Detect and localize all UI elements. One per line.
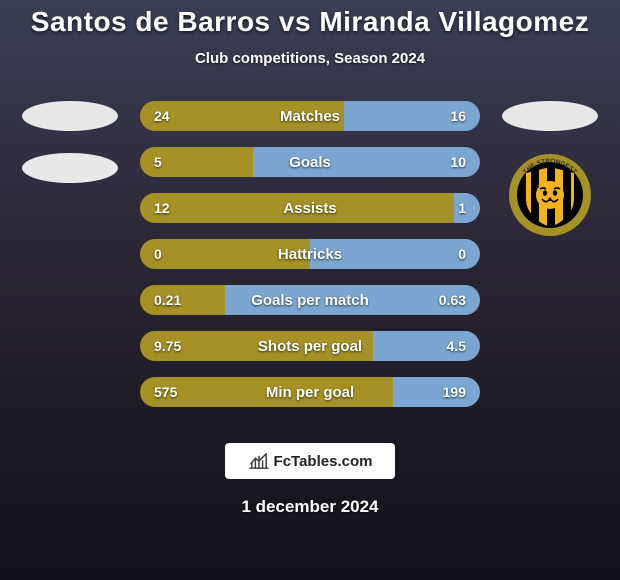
stat-bars: 2416Matches510Goals121Assists00Hattricks… [140,101,480,423]
stat-bar-left: 575 [140,377,393,407]
subtitle: Club competitions, Season 2024 [0,50,620,67]
fctables-brand-text: FcTables.com [274,453,373,470]
stat-bar-right: 0.63 [225,285,480,315]
stats-area: 2416Matches510Goals121Assists00Hattricks… [0,101,620,431]
stat-bar-left: 12 [140,193,454,223]
stat-value-right: 4.5 [447,338,466,354]
stat-bar-right: 0 [310,239,480,269]
stat-bar-right: 10 [253,147,480,177]
footer-date: 1 december 2024 [0,497,620,517]
stat-value-right: 16 [450,108,466,124]
avatar-column-right: THE STRONGEST [490,101,610,237]
stat-value-left: 0 [154,246,162,262]
stat-row: 0.210.63Goals per match [140,285,480,315]
stat-value-left: 12 [154,200,170,216]
stat-bar-left: 0.21 [140,285,225,315]
stat-bar-right: 16 [344,101,480,131]
stat-bar-left: 9.75 [140,331,373,361]
stat-bar-left: 5 [140,147,253,177]
stat-row: 575199Min per goal [140,377,480,407]
stat-bar-left: 0 [140,239,310,269]
stat-row: 510Goals [140,147,480,177]
stat-value-left: 5 [154,154,162,170]
stat-value-left: 24 [154,108,170,124]
stat-bar-right: 1 [454,193,480,223]
stat-bar-left: 24 [140,101,344,131]
stat-value-right: 0 [458,246,466,262]
fctables-logo-icon [248,452,270,470]
avatar-placeholder [22,101,118,131]
stat-value-left: 575 [154,384,177,400]
avatar-placeholder [502,101,598,131]
stat-bar-right: 4.5 [373,331,480,361]
avatar-placeholder [22,153,118,183]
stat-row: 9.754.5Shots per goal [140,331,480,361]
stat-row: 2416Matches [140,101,480,131]
stat-value-right: 10 [450,154,466,170]
stat-row: 121Assists [140,193,480,223]
stat-value-right: 199 [443,384,466,400]
page-title: Santos de Barros vs Miranda Villagomez [0,6,620,38]
avatar-column-left [10,101,130,205]
stat-value-right: 1 [458,200,466,216]
stat-value-left: 9.75 [154,338,181,354]
stat-value-right: 0.63 [439,292,466,308]
stat-bar-right: 199 [393,377,480,407]
club-badge: THE STRONGEST [508,153,592,237]
stat-row: 00Hattricks [140,239,480,269]
fctables-brand-link[interactable]: FcTables.com [225,443,395,479]
stat-value-left: 0.21 [154,292,181,308]
